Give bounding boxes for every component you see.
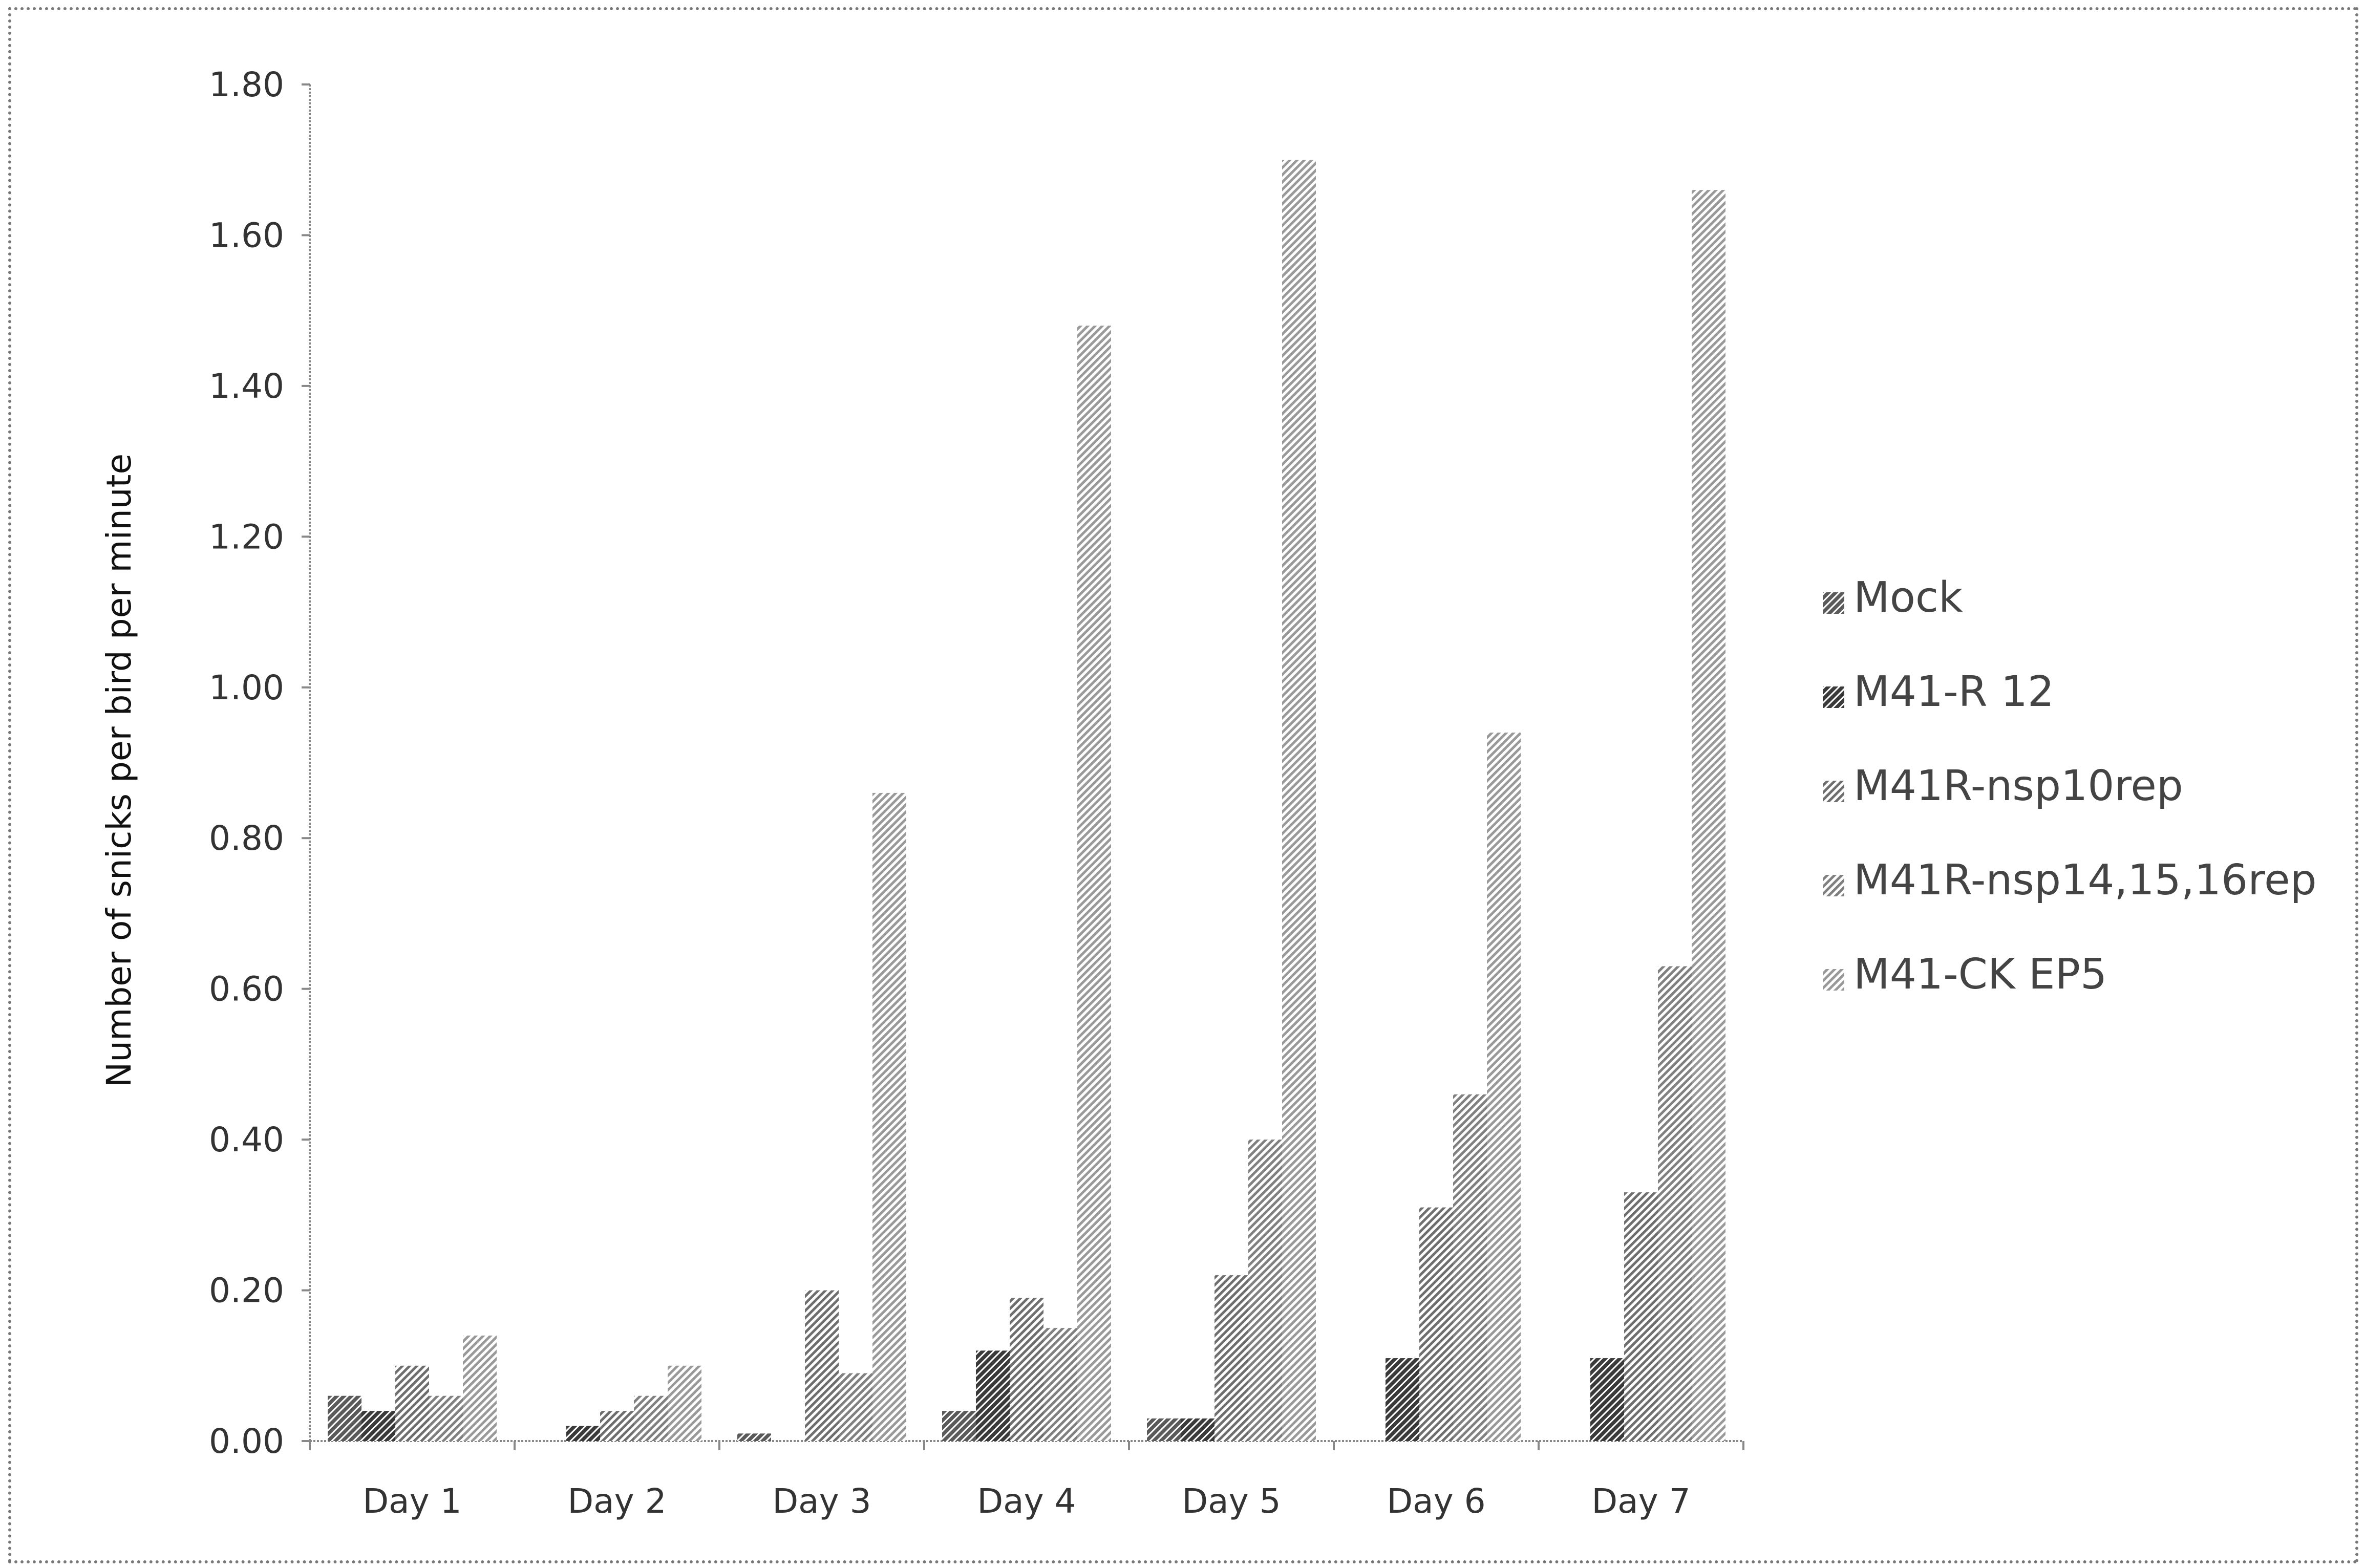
bar [1487, 733, 1521, 1441]
x-tick-label: Day 3 [772, 1481, 871, 1521]
bar [463, 1335, 497, 1441]
x-tick-label: Day 4 [977, 1481, 1076, 1521]
legend-label: Mock [1853, 573, 1963, 622]
y-tick-label: 1.60 [209, 216, 284, 255]
y-tick-label: 0.80 [209, 819, 284, 858]
legend-swatch [1823, 592, 1844, 614]
y-tick-label: 1.40 [209, 367, 284, 406]
bar [1453, 1094, 1487, 1441]
bar [805, 1290, 839, 1441]
legend-label: M41-CK EP5 [1853, 950, 2107, 999]
bar [1043, 1328, 1077, 1441]
bar [395, 1365, 429, 1441]
legend-swatch [1823, 781, 1844, 802]
bar [1077, 326, 1111, 1441]
x-tick-label: Day 7 [1591, 1481, 1690, 1521]
x-tick-label: Day 6 [1387, 1481, 1485, 1521]
y-tick-label: 0.40 [209, 1120, 284, 1159]
bar [976, 1350, 1010, 1441]
bar [600, 1411, 634, 1441]
bar [361, 1411, 395, 1441]
bar [1181, 1418, 1215, 1441]
bar [1624, 1192, 1658, 1441]
legend-swatch [1823, 875, 1844, 896]
bar [1386, 1358, 1419, 1441]
y-tick-label: 0.20 [209, 1271, 284, 1311]
bar [1419, 1207, 1453, 1441]
bar [872, 792, 906, 1441]
x-tick-label: Day 5 [1182, 1481, 1281, 1521]
y-tick-labels: 0.00 0.20 0.40 0.60 0.80 1.00 1.20 1.40 1.60 1.80 [209, 65, 284, 1461]
bar [668, 1365, 701, 1441]
bar [1692, 190, 1725, 1442]
x-tick-label: Day 2 [567, 1481, 666, 1521]
legend-label: M41-R 12 [1853, 668, 2054, 716]
y-axis-title: Number of snicks per bird per minute [99, 454, 139, 1087]
x-tick-labels: Day 1 Day 2 Day 3 Day 4 Day 5 Day 6 Day 7 [363, 1481, 1690, 1521]
bar [1147, 1418, 1181, 1441]
legend-label: M41R-nsp14,15,16rep [1853, 856, 2317, 905]
chart-frame [8, 7, 2358, 1563]
bar [1010, 1298, 1043, 1441]
bar [566, 1426, 600, 1441]
bars [328, 160, 1725, 1442]
y-tick-label: 0.00 [209, 1422, 284, 1461]
bar [1590, 1358, 1624, 1441]
bar [429, 1395, 463, 1441]
bar [839, 1373, 872, 1441]
y-tick-label: 1.20 [209, 517, 284, 556]
bar [634, 1395, 668, 1441]
bar [1248, 1140, 1282, 1441]
y-tick-label: 1.00 [209, 668, 284, 707]
legend-label: M41R-nsp10rep [1853, 762, 2183, 810]
x-tick-label: Day 1 [363, 1481, 461, 1521]
y-tick-label: 1.80 [209, 65, 284, 104]
y-axis-title-group: Number of snicks per bird per minute [99, 454, 139, 1087]
bar [942, 1411, 976, 1441]
legend-swatch [1823, 969, 1844, 991]
legend: Mock M41-R 12 M41R-nsp10rep M41R-nsp14,15,1… [1823, 573, 2317, 999]
bar [328, 1395, 361, 1441]
axes [302, 83, 1744, 1450]
bar [737, 1433, 771, 1441]
legend-swatch [1823, 686, 1844, 708]
bar [1215, 1275, 1248, 1441]
bar [1658, 966, 1692, 1441]
bar [1282, 160, 1316, 1442]
y-tick-label: 0.60 [209, 970, 284, 1009]
